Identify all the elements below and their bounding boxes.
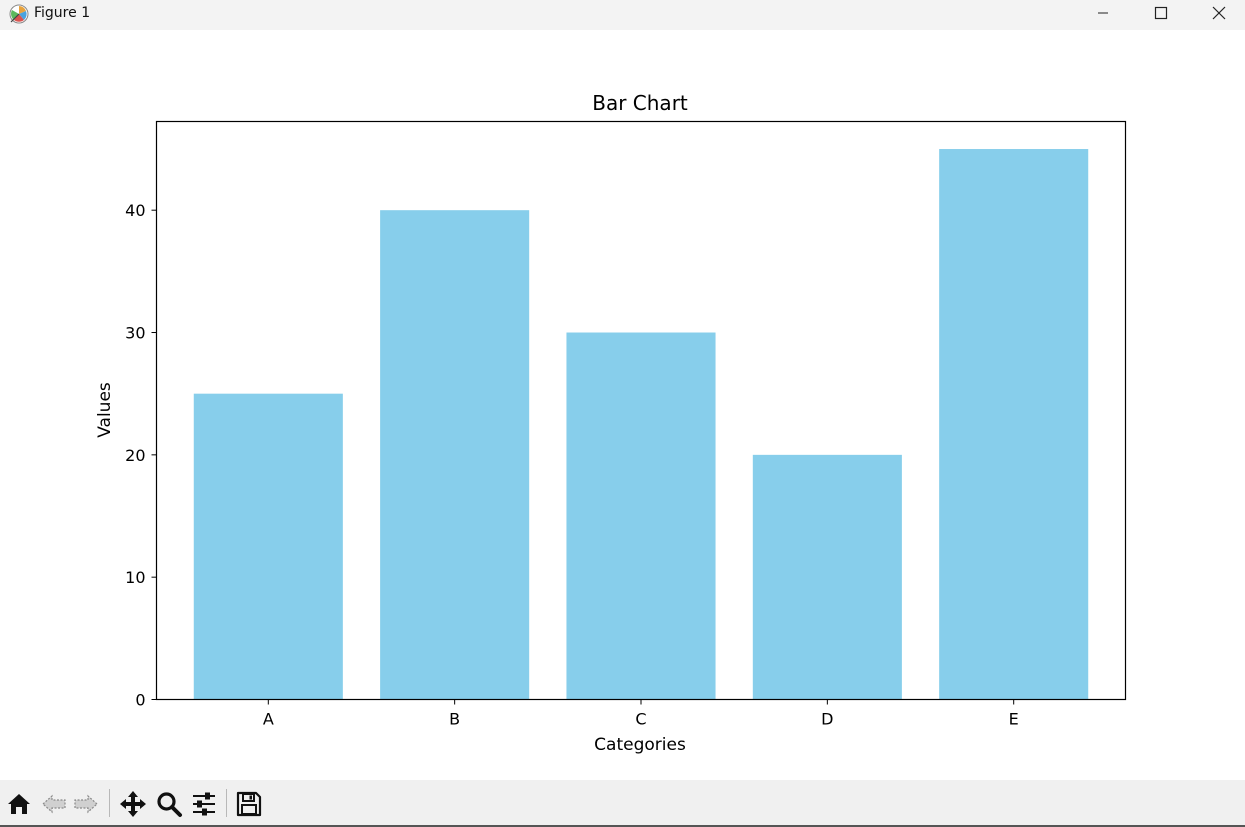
- close-icon: [1212, 6, 1226, 20]
- sliders-icon: [193, 792, 215, 816]
- y-tick-label: 30: [125, 324, 145, 343]
- maximize-icon: [1154, 6, 1168, 20]
- title-bar: Figure 1: [0, 0, 1245, 30]
- close-button[interactable]: [1190, 0, 1245, 26]
- bar-a: [193, 393, 343, 700]
- figure-canvas[interactable]: Bar Chart 0 10 20 30 40 A B C D E Categories Val…: [0, 30, 1245, 780]
- x-tick-label: C: [635, 710, 646, 729]
- bar-b: [380, 210, 530, 700]
- bar-chart: Bar Chart 0 10 20 30 40 A B C D E Categories Val…: [95, 91, 1127, 755]
- zoom-icon: [157, 792, 182, 817]
- x-tick-label: A: [263, 710, 274, 729]
- zoom-button[interactable]: [153, 788, 185, 820]
- bars-layer: [193, 149, 1089, 700]
- back-button[interactable]: [38, 788, 70, 820]
- forward-button[interactable]: [70, 788, 102, 820]
- y-axis-ticks: 0 10 20 30 40: [125, 201, 157, 710]
- bar-d: [752, 454, 902, 700]
- x-tick-label: B: [449, 710, 460, 729]
- save-icon: [236, 791, 262, 817]
- y-tick-label: 10: [125, 568, 145, 587]
- y-tick-label: 20: [125, 446, 145, 465]
- maximize-button[interactable]: [1132, 0, 1190, 26]
- x-tick-label: E: [1009, 710, 1019, 729]
- x-axis-ticks: A B C D E: [263, 699, 1019, 729]
- bar-c: [566, 332, 716, 700]
- toolbar-separator: [226, 789, 227, 817]
- navigation-toolbar: [0, 780, 1245, 827]
- app-icon: [8, 3, 30, 25]
- axes-frame: [155, 120, 1127, 701]
- save-button[interactable]: [233, 788, 265, 820]
- y-tick-label: 40: [125, 201, 145, 220]
- bar-e: [939, 149, 1089, 700]
- minimize-icon: [1098, 12, 1108, 14]
- home-button[interactable]: [3, 788, 35, 820]
- minimize-button[interactable]: [1074, 0, 1132, 26]
- x-axis-label: Categories: [594, 735, 686, 755]
- y-axis-label: Values: [95, 382, 115, 438]
- y-tick-label: 0: [135, 691, 145, 710]
- pan-button[interactable]: [117, 788, 149, 820]
- chart-title: Bar Chart: [592, 91, 688, 115]
- forward-arrow-icon: [74, 794, 98, 814]
- toolbar-separator: [109, 789, 110, 817]
- configure-subplots-button[interactable]: [188, 788, 220, 820]
- window-title: Figure 1: [34, 5, 91, 21]
- home-icon: [8, 794, 30, 814]
- x-tick-label: D: [821, 710, 833, 729]
- move-icon: [120, 791, 146, 817]
- back-arrow-icon: [42, 794, 66, 814]
